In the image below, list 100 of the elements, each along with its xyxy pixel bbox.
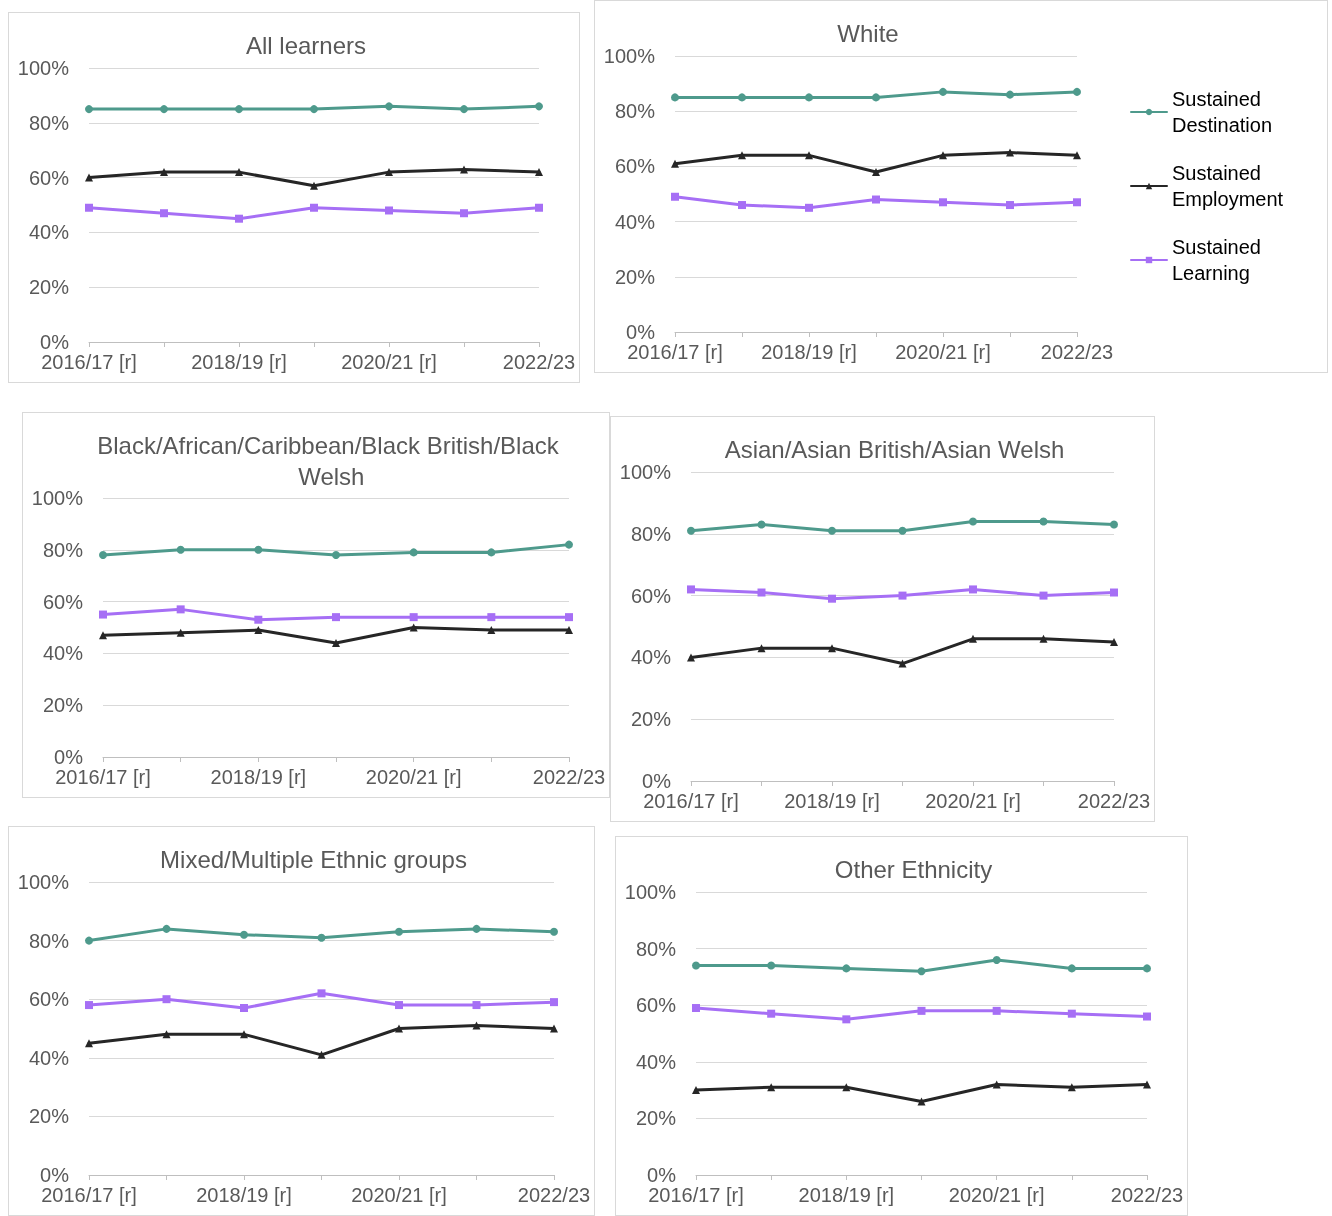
y-tick-label: 100%: [603, 45, 656, 67]
point: [1073, 87, 1081, 96]
point: [160, 209, 168, 218]
point: [487, 548, 496, 557]
point: [317, 989, 326, 998]
y-tick-label: 40%: [635, 1050, 677, 1073]
x-tick-label: 2018/19 [r]: [784, 790, 880, 812]
x-tick-label: 2022/23: [1040, 341, 1114, 363]
point: [85, 936, 93, 945]
point: [939, 151, 947, 160]
point: [385, 206, 393, 215]
point: [460, 105, 468, 114]
point: [872, 167, 880, 176]
point: [395, 1001, 403, 1010]
point: [317, 1050, 326, 1059]
point: [254, 626, 263, 635]
y-tick-label: 100%: [619, 461, 672, 483]
point: [550, 927, 558, 936]
y-tick-label: 100%: [624, 881, 677, 903]
y-tick-label: 20%: [614, 265, 656, 288]
point: [99, 550, 107, 559]
point: [1006, 148, 1014, 157]
point: [1067, 964, 1076, 973]
y-tick-label: 60%: [635, 994, 677, 1017]
y-tick-label: 20%: [28, 276, 70, 299]
y-tick-label: 40%: [28, 221, 70, 244]
point: [1073, 151, 1081, 160]
point: [1143, 1012, 1151, 1021]
point: [1006, 201, 1014, 210]
point: [240, 1003, 248, 1012]
point: [550, 1024, 558, 1033]
x-tick-label: 2018/19 [r]: [210, 766, 307, 788]
point: [805, 93, 813, 102]
y-tick-label: 80%: [28, 929, 70, 952]
point: [162, 995, 171, 1004]
point: [828, 594, 836, 603]
point: [1039, 634, 1048, 643]
point: [1073, 198, 1081, 207]
y-tick-label: 60%: [630, 584, 672, 607]
point: [409, 613, 418, 622]
x-tick-label: 2018/19 [r]: [191, 351, 287, 373]
point: [395, 1024, 403, 1033]
point: [85, 1039, 93, 1048]
point: [969, 585, 977, 594]
point: [332, 639, 340, 648]
point: [460, 165, 468, 174]
x-tick-label: 2020/21 [r]: [351, 1184, 447, 1206]
point: [767, 1009, 776, 1018]
point: [828, 526, 836, 535]
chart-title: Mixed/Multiple Ethnic groups: [160, 846, 467, 873]
point: [160, 168, 168, 177]
chart-title: All learners: [245, 32, 367, 59]
point: [917, 1006, 926, 1015]
point: [805, 151, 813, 160]
x-tick-label: 2022/23: [502, 351, 576, 373]
point: [395, 927, 403, 936]
point: [176, 545, 185, 554]
point: [917, 1097, 926, 1106]
point: [738, 93, 746, 102]
point: [385, 102, 393, 111]
point: [310, 203, 318, 212]
point: [99, 610, 107, 619]
point: [671, 192, 679, 201]
y-tick-label: 20%: [28, 1105, 70, 1128]
point: [1143, 1080, 1151, 1089]
point: [842, 964, 851, 973]
point: [1110, 520, 1118, 529]
point: [85, 203, 93, 212]
point: [565, 626, 573, 635]
y-tick-label: 80%: [42, 538, 84, 561]
point: [805, 203, 813, 212]
y-tick-label: 0%: [54, 746, 84, 768]
point: [385, 168, 393, 177]
point: [992, 1006, 1001, 1015]
point: [939, 198, 947, 207]
point: [254, 545, 263, 554]
point: [160, 105, 168, 114]
x-tick-label: 2022/23: [517, 1184, 591, 1206]
x-tick-label: 2022/23: [532, 766, 606, 788]
point: [1143, 964, 1151, 973]
x-tick-label: 2022/23: [1077, 790, 1151, 812]
point: [757, 520, 766, 529]
point: [409, 623, 418, 632]
y-tick-label: 60%: [28, 988, 70, 1011]
y-tick-label: 40%: [614, 210, 656, 233]
point: [235, 105, 243, 114]
point: [898, 591, 907, 600]
y-tick-label: 40%: [42, 642, 84, 665]
y-tick-label: 40%: [28, 1046, 70, 1069]
point: [535, 203, 543, 212]
x-tick-label: 2020/21 [r]: [365, 766, 462, 788]
point: [969, 634, 977, 643]
point: [550, 998, 558, 1007]
point: [460, 209, 468, 218]
point: [939, 87, 947, 96]
point: [535, 168, 543, 177]
point: [310, 105, 318, 114]
point: [565, 613, 573, 622]
y-tick-label: 100%: [17, 871, 70, 893]
y-tick-label: 0%: [626, 321, 656, 343]
